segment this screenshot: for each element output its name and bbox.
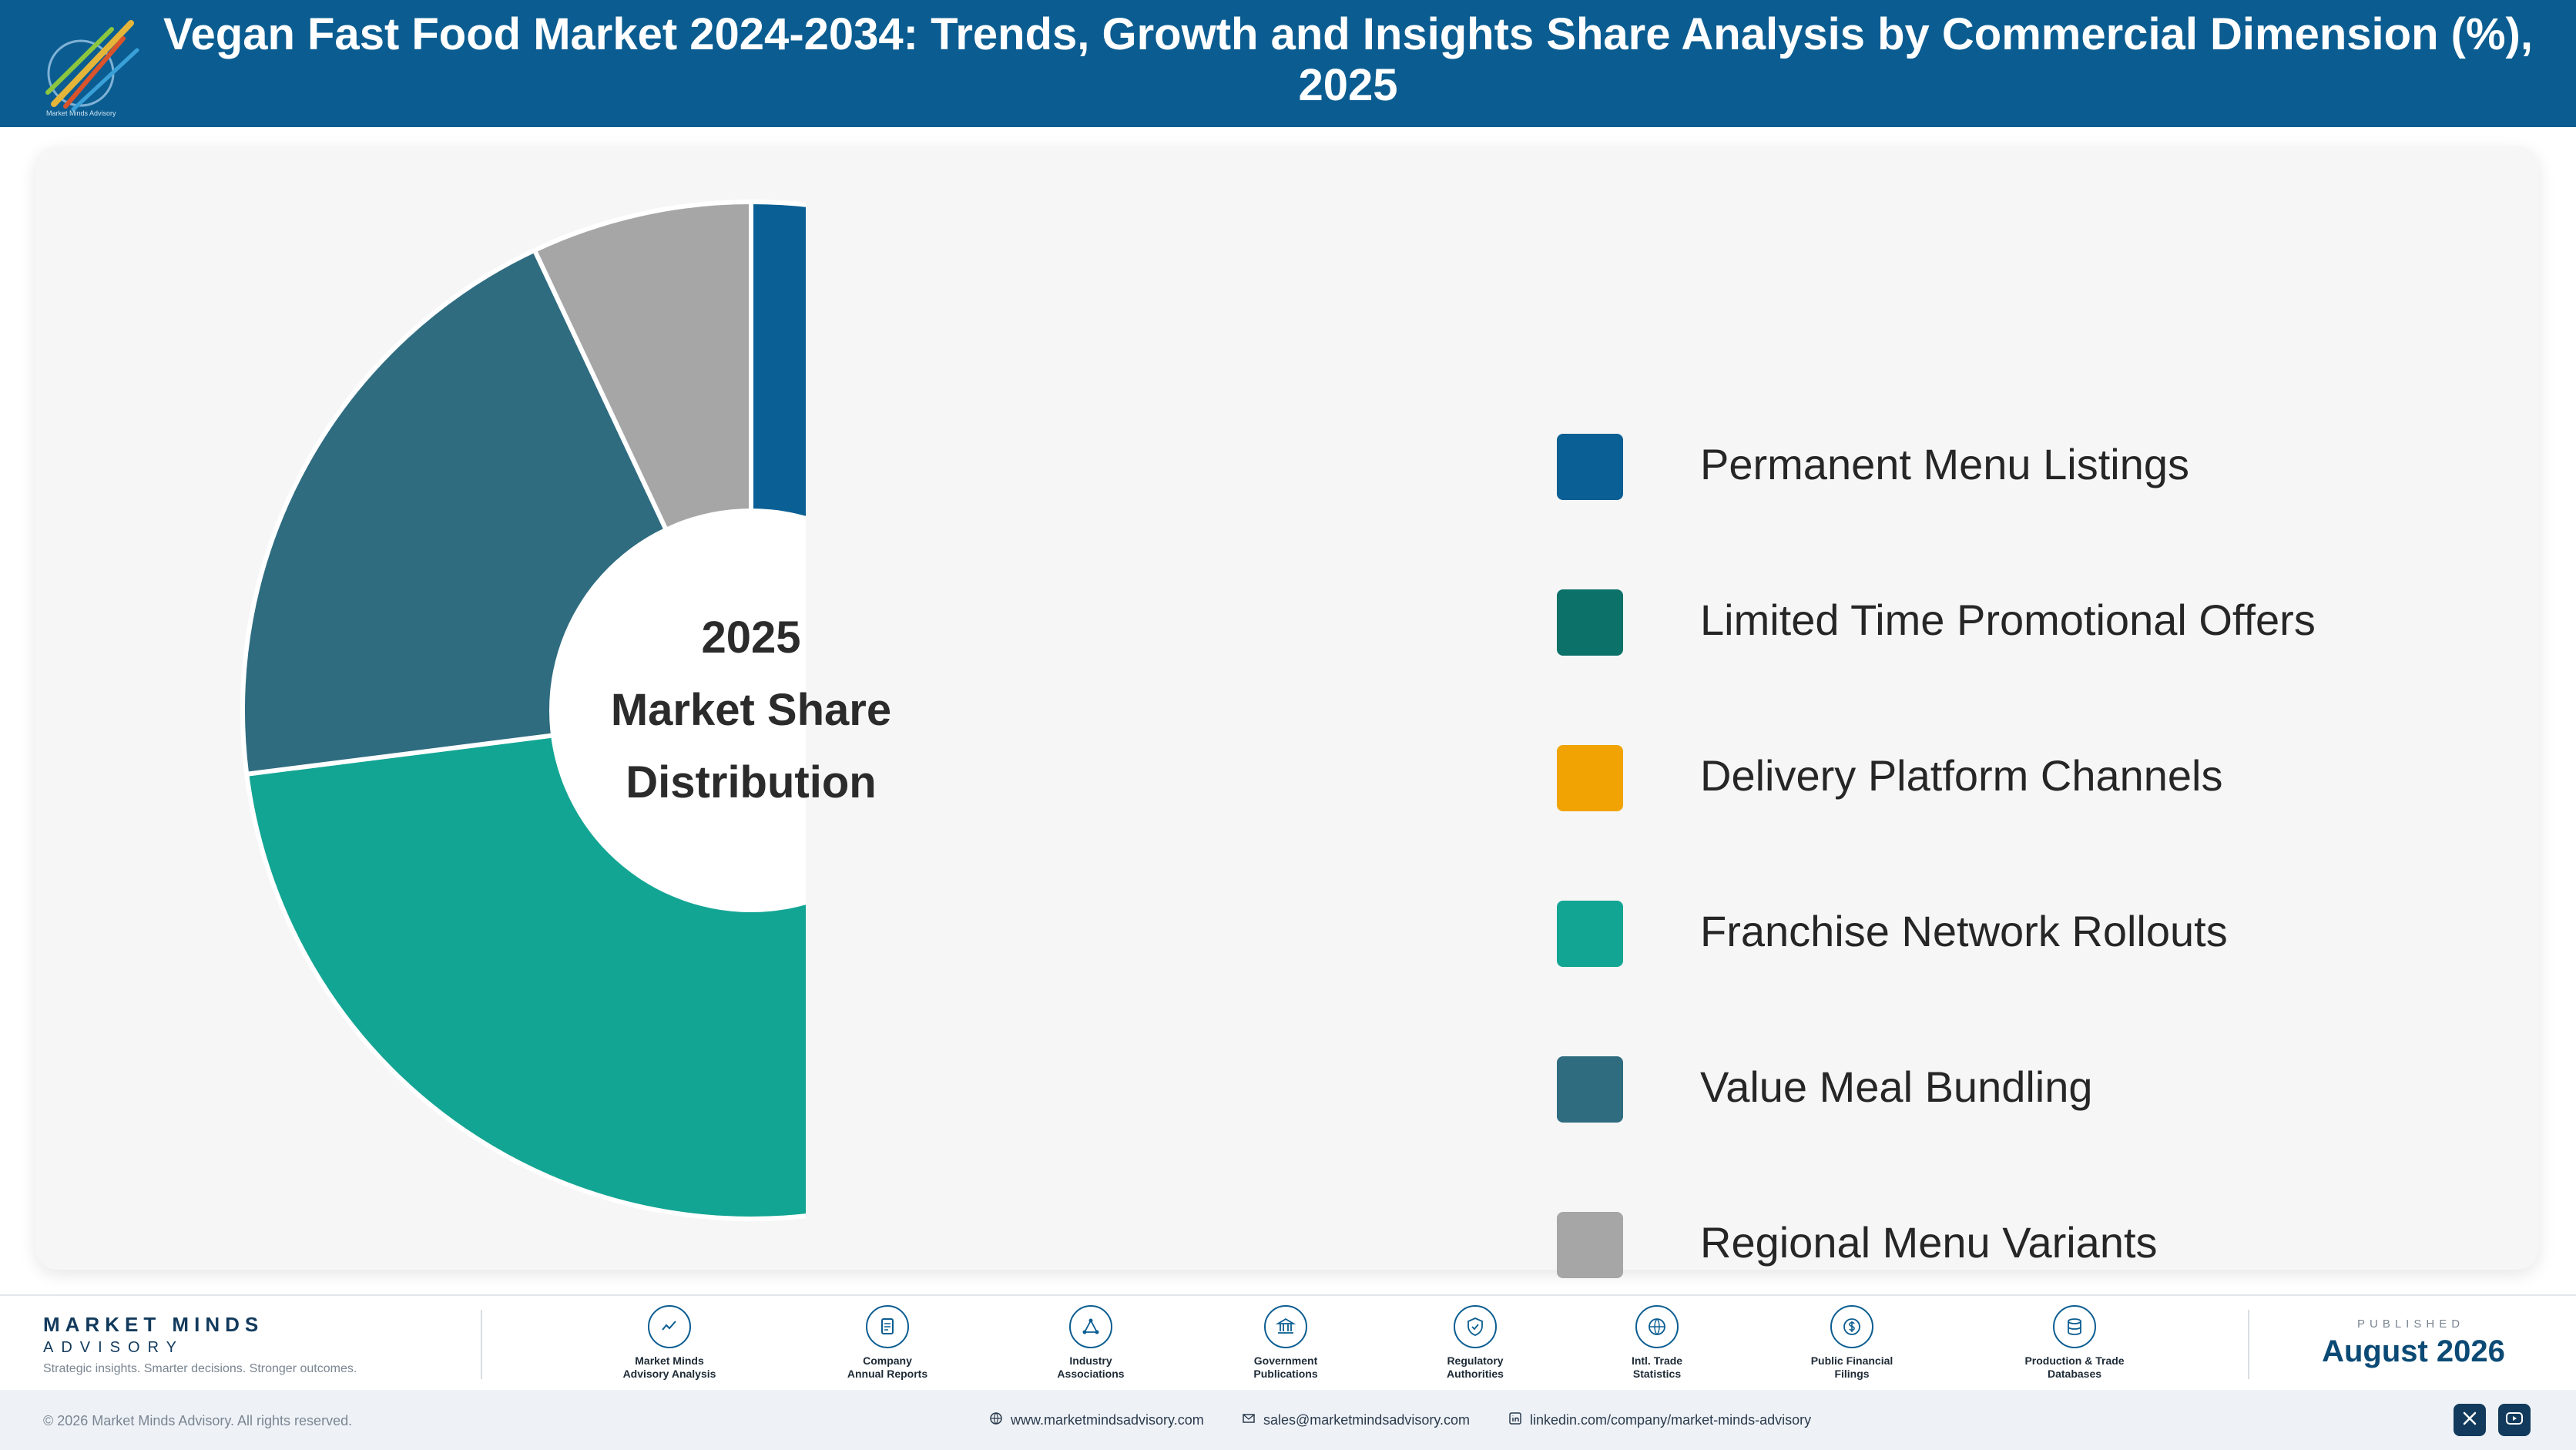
youtube-social-button[interactable] — [2498, 1404, 2531, 1436]
linkedin-icon — [1508, 1411, 1522, 1429]
email-text: sales@marketmindsadvisory.com — [1263, 1412, 1471, 1428]
bottom-bar: © 2026 Market Minds Advisory. All rights… — [0, 1390, 2576, 1450]
source-label-line1: Market Minds — [635, 1354, 704, 1367]
logo-caption: Market Minds Advisory — [46, 109, 116, 117]
source-label-line1: Production & Trade — [2024, 1354, 2125, 1367]
legend-label: Regional Menu Variants — [1700, 1218, 2158, 1267]
legend-label: Delivery Platform Channels — [1700, 751, 2223, 800]
youtube-icon — [2505, 1410, 2524, 1431]
legend-label: Value Meal Bundling — [1700, 1062, 2093, 1111]
legend-label: Franchise Network Rollouts — [1700, 907, 2228, 955]
footer-tagline: Strategic insights. Smarter decisions. S… — [43, 1362, 357, 1375]
legend-swatch — [1557, 901, 1623, 967]
database-icon — [2053, 1305, 2096, 1348]
center-label-year: 2025 — [701, 613, 801, 663]
legend-swatch — [1557, 589, 1623, 656]
mail-icon — [1242, 1411, 1256, 1429]
globe-icon — [989, 1411, 1003, 1429]
source-label: Company Annual Reports — [810, 1354, 964, 1381]
published-label: PUBLISHED — [2357, 1317, 2465, 1331]
footer: MARKET MINDS ADVISORY Strategic insights… — [0, 1294, 2576, 1390]
globe-icon — [1635, 1305, 1679, 1348]
legend-swatch — [1557, 434, 1623, 500]
header-bar: Market Minds Advisory Vegan Fast Food Ma… — [0, 0, 2576, 127]
pie-chart — [240, 200, 806, 1221]
chart-card: 2025 Market Share Distribution Permanent… — [35, 146, 2539, 1278]
source-label: Regulatory Authorities — [1398, 1354, 1552, 1381]
source-label-line1: Regulatory — [1447, 1354, 1504, 1367]
trend-icon — [648, 1305, 691, 1348]
source-label: Market Minds Advisory Analysis — [592, 1354, 746, 1381]
document-icon — [866, 1305, 909, 1348]
page-title: Vegan Fast Food Market 2024-2034: Trends… — [163, 9, 2533, 110]
legend-swatch — [1557, 1056, 1623, 1123]
linkedin-link[interactable]: linkedin.com/company/market-minds-adviso… — [1508, 1411, 1811, 1429]
source-label-line2: Associations — [1057, 1368, 1125, 1380]
source-label-line1: Intl. Trade — [1631, 1354, 1683, 1367]
source-label: Intl. Trade Statistics — [1580, 1354, 1734, 1381]
source-item: Market Minds Advisory Analysis — [592, 1305, 746, 1381]
footer-brand-sub: ADVISORY — [43, 1339, 184, 1356]
footer-divider — [2248, 1310, 2249, 1379]
building-icon — [1264, 1305, 1307, 1348]
source-item: Production & Trade Databases — [1997, 1305, 2152, 1381]
source-label-line2: Publications — [1253, 1368, 1318, 1380]
legend-label: Permanent Menu Listings — [1700, 440, 2190, 488]
pie-center-label: 2025 Market Share Distribution — [589, 602, 913, 819]
center-label-line2: Market Share — [610, 685, 892, 735]
source-label-line1: Industry — [1069, 1354, 1112, 1367]
source-label-line2: Statistics — [1632, 1368, 1682, 1380]
legend-swatch — [1557, 1212, 1623, 1278]
x-logo-icon — [2461, 1410, 2478, 1431]
center-label-line3: Distribution — [626, 757, 877, 807]
dollar-icon — [1830, 1305, 1873, 1348]
source-label: Government Publications — [1209, 1354, 1363, 1381]
website-text: www.marketmindsadvisory.com — [1011, 1412, 1204, 1428]
x-social-button[interactable] — [2454, 1404, 2486, 1436]
source-label-line2: Databases — [2047, 1368, 2102, 1380]
legend-swatch — [1557, 745, 1623, 811]
source-label-line2: Filings — [1834, 1368, 1870, 1380]
source-label-line2: Advisory Analysis — [622, 1368, 716, 1380]
shield-icon — [1454, 1305, 1497, 1348]
source-item: Intl. Trade Statistics — [1580, 1305, 1734, 1381]
source-label: Production & Trade Databases — [1997, 1354, 2152, 1381]
source-item: Industry Associations — [1014, 1305, 1168, 1381]
linkedin-text: linkedin.com/company/market-minds-adviso… — [1530, 1412, 1812, 1428]
source-label-line2: Annual Reports — [847, 1368, 928, 1380]
legend-label: Limited Time Promotional Offers — [1700, 596, 2316, 644]
footer-brand-name: MARKET MINDS — [43, 1313, 264, 1336]
footer-divider — [481, 1310, 482, 1379]
email-link[interactable]: sales@marketmindsadvisory.com — [1242, 1411, 1470, 1429]
pie-center-hole — [549, 509, 806, 912]
network-icon — [1069, 1305, 1112, 1348]
source-item: Regulatory Authorities — [1398, 1305, 1552, 1381]
published-date: August 2026 — [2322, 1334, 2505, 1368]
source-label-line1: Company — [863, 1354, 912, 1367]
source-label: Public Financial Filings — [1775, 1354, 1929, 1381]
source-label-line1: Government — [1253, 1354, 1318, 1367]
source-item: Public Financial Filings — [1775, 1305, 1929, 1381]
source-label: Industry Associations — [1014, 1354, 1168, 1381]
source-item: Government Publications — [1209, 1305, 1363, 1381]
source-label-line2: Authorities — [1447, 1368, 1504, 1380]
source-label-line1: Public Financial — [1810, 1354, 1893, 1367]
brand-logo — [39, 8, 146, 123]
source-item: Company Annual Reports — [810, 1305, 964, 1381]
website-link[interactable]: www.marketmindsadvisory.com — [989, 1411, 1204, 1429]
copyright-text: © 2026 Market Minds Advisory. All rights… — [43, 1413, 353, 1428]
